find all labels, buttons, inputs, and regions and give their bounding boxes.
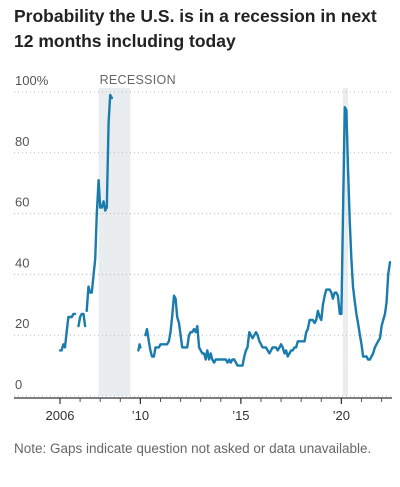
- series-line-segment: [77, 312, 87, 328]
- x-tick-label: ’10: [132, 408, 149, 423]
- y-tick-label: 60: [15, 195, 29, 210]
- x-tick-label: 2006: [46, 408, 75, 423]
- chart-title: Probability the U.S. is in a recession i…: [14, 6, 377, 51]
- y-tick-label: 20: [15, 316, 29, 331]
- y-tick-label: 100%: [15, 73, 49, 88]
- recession-bands: RECESSION: [98, 73, 348, 396]
- series-line-segment: [137, 343, 142, 352]
- series-line-segment: [58, 312, 77, 352]
- x-tick-label: ’20: [333, 408, 350, 423]
- series-line-segment: [85, 93, 114, 313]
- gridlines: [14, 91, 392, 397]
- y-tick-label: 40: [15, 255, 29, 270]
- series-line-segment: [144, 106, 392, 367]
- x-axis: 2006 ’10 ’15 ’20: [14, 397, 392, 423]
- y-axis-ticks: 0 20 40 60 80 100%: [15, 73, 49, 392]
- recession-label: RECESSION: [100, 73, 176, 87]
- recession-band: [342, 88, 348, 396]
- x-tick-label: ’15: [232, 408, 249, 423]
- y-tick-label: 80: [15, 134, 29, 149]
- chart-note: Note: Gaps indicate question not asked o…: [14, 441, 372, 456]
- recession-probability-chart: RECESSION 0 20 40 60 80 100% 2006 ’10 ’15 ’20: [14, 73, 392, 423]
- recession-band: [98, 88, 131, 396]
- series-line: [58, 93, 392, 367]
- y-tick-label: 0: [15, 377, 22, 392]
